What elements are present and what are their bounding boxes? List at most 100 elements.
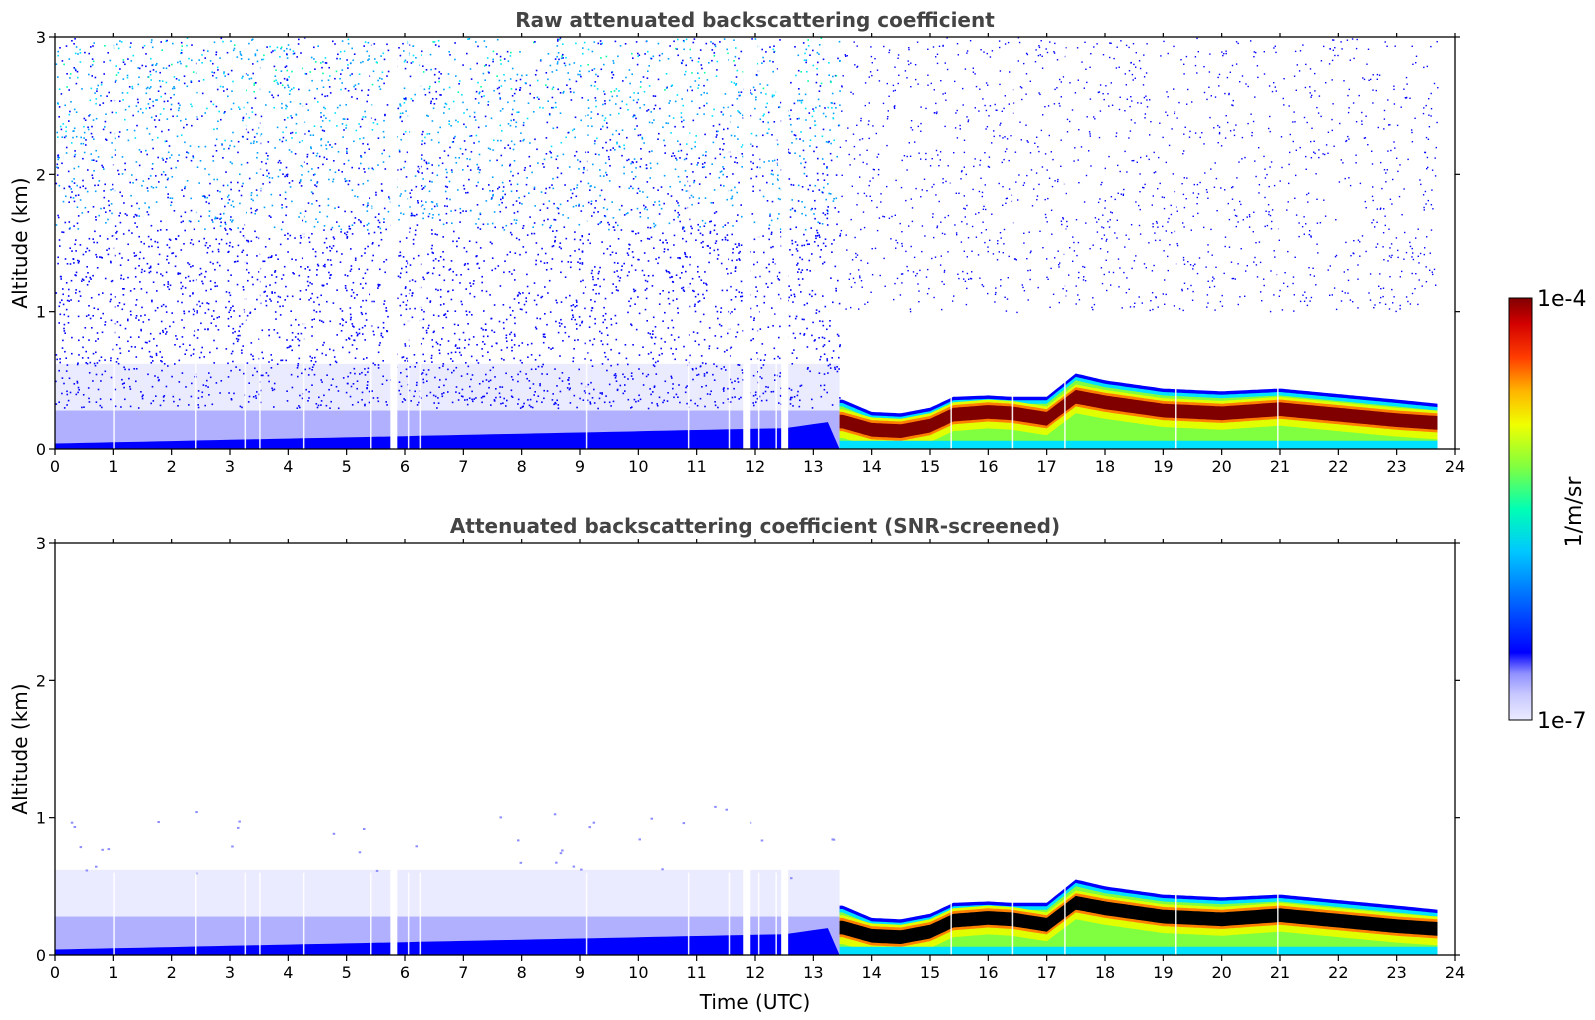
noise-speckle <box>570 99 573 101</box>
noise-speckle <box>574 231 576 233</box>
noise-speckle <box>488 64 491 67</box>
noise-speckle <box>133 129 136 132</box>
noise-speckle <box>737 381 740 383</box>
noise-speckle <box>552 127 555 130</box>
noise-speckle <box>285 126 288 129</box>
noise-speckle <box>699 365 702 368</box>
noise-speckle <box>582 279 584 282</box>
noise-speckle <box>525 311 528 314</box>
noise-speckle <box>217 248 220 251</box>
noise-speckle <box>204 145 207 148</box>
noise-speckle <box>640 81 642 83</box>
noise-speckle <box>322 163 324 166</box>
noise-speckle <box>561 372 564 374</box>
noise-speckle <box>198 59 200 61</box>
noise-speckle <box>742 330 744 332</box>
noise-speckle <box>265 104 267 106</box>
noise-speckle <box>76 382 79 384</box>
noise-speckle <box>434 395 437 398</box>
noise-speckle <box>820 82 823 85</box>
noise-speckle <box>577 339 579 341</box>
noise-speckle <box>242 227 244 230</box>
noise-speckle <box>402 256 405 258</box>
noise-speckle <box>572 205 575 208</box>
noise-speckle <box>604 100 606 102</box>
noise-speckle <box>753 221 756 224</box>
noise-speckle <box>329 250 332 252</box>
noise-speckle <box>511 349 513 352</box>
noise-speckle <box>104 120 107 123</box>
noise-speckle <box>106 238 109 240</box>
noise-speckle <box>533 394 535 396</box>
noise-speckle <box>545 84 547 86</box>
noise-speckle <box>377 287 379 289</box>
noise-speckle <box>656 162 659 165</box>
noise-speckle <box>484 329 487 331</box>
noise-speckle <box>639 211 641 214</box>
noise-speckle <box>353 326 355 328</box>
noise-speckle <box>415 57 417 59</box>
noise-speckle <box>634 114 636 117</box>
noise-speckle <box>183 326 185 329</box>
noise-speckle <box>289 234 292 237</box>
noise-speckle <box>734 396 736 398</box>
noise-speckle <box>313 373 316 376</box>
noise-speckle <box>485 290 488 293</box>
noise-speckle <box>240 58 243 60</box>
noise-speckle <box>822 324 825 327</box>
noise-speckle <box>543 397 545 400</box>
noise-speckle <box>538 98 540 100</box>
noise-speckle <box>751 93 753 95</box>
noise-speckle <box>590 200 593 203</box>
noise-speckle <box>423 278 425 281</box>
noise-speckle <box>705 176 707 179</box>
noise-speckle <box>603 63 605 66</box>
noise-speckle <box>423 88 426 91</box>
noise-speckle <box>534 326 537 329</box>
noise-speckle <box>459 282 461 284</box>
noise-speckle <box>141 395 144 398</box>
noise-speckle <box>230 188 232 191</box>
noise-speckle <box>402 42 404 45</box>
noise-speckle <box>120 41 123 43</box>
noise-speckle <box>581 263 584 265</box>
noise-speckle <box>431 217 434 219</box>
noise-speckle <box>336 250 338 253</box>
noise-speckle <box>362 204 365 206</box>
noise-speckle <box>250 142 252 145</box>
noise-speckle <box>138 265 140 267</box>
noise-speckle <box>289 186 292 188</box>
noise-speckle <box>692 171 694 173</box>
noise-speckle <box>341 171 343 173</box>
noise-speckle <box>439 379 441 381</box>
noise-speckle <box>653 108 655 110</box>
noise-speckle <box>114 149 116 151</box>
noise-speckle <box>830 277 832 279</box>
noise-speckle <box>593 211 595 214</box>
noise-speckle <box>688 132 691 134</box>
noise-speckle <box>139 251 142 254</box>
noise-speckle <box>630 372 633 374</box>
noise-speckle <box>399 116 401 119</box>
noise-speckle <box>477 181 479 184</box>
noise-speckle <box>405 304 408 306</box>
noise-speckle <box>432 314 435 316</box>
noise-speckle <box>475 134 478 137</box>
noise-speckle <box>618 90 620 92</box>
noise-speckle <box>313 318 315 320</box>
noise-speckle <box>78 260 80 263</box>
noise-speckle <box>265 300 267 302</box>
noise-speckle <box>442 251 444 253</box>
noise-speckle <box>271 387 273 390</box>
noise-speckle <box>287 232 289 235</box>
noise-speckle <box>427 215 430 218</box>
noise-speckle <box>315 61 317 63</box>
noise-speckle <box>549 64 552 67</box>
noise-speckle <box>383 136 385 139</box>
noise-speckle <box>612 60 615 62</box>
noise-speckle <box>557 167 559 169</box>
noise-speckle <box>414 175 417 177</box>
noise-speckle <box>636 192 639 194</box>
noise-speckle <box>57 214 59 217</box>
noise-speckle <box>651 402 653 404</box>
